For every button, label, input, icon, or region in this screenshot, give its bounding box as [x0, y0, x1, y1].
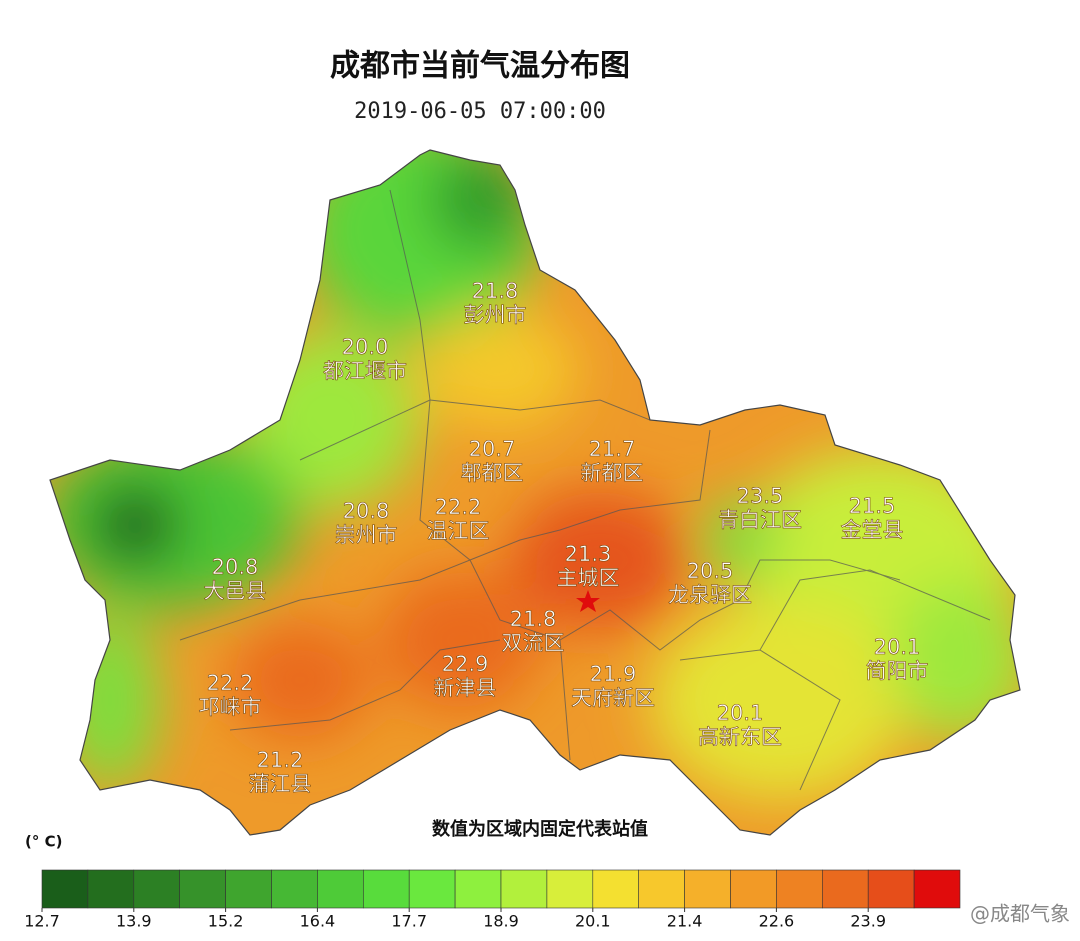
legend-cell: [133, 869, 181, 909]
district-value: 21.2: [257, 748, 304, 772]
legend-tick-label: 13.9: [116, 912, 152, 931]
district-value: 22.2: [435, 495, 482, 519]
district-value: 22.2: [207, 671, 254, 695]
legend-cell: [867, 869, 915, 909]
district-value: 20.7: [469, 437, 516, 461]
district-name: 青白江区: [718, 508, 802, 532]
legend-tick-label: 16.4: [300, 912, 336, 931]
legend-cell: [730, 869, 777, 909]
legend-tick-label: 12.7: [24, 912, 60, 931]
district-name: 彭州市: [464, 303, 527, 327]
district-value: 21.9: [590, 662, 637, 686]
legend-cell: [271, 869, 318, 909]
legend-cell: [225, 869, 272, 909]
legend-cell: [408, 869, 456, 909]
legend-cell: [362, 869, 410, 909]
legend-cell: [546, 869, 594, 909]
legend-tick-label: 22.6: [759, 912, 795, 931]
district-name: 高新东区: [698, 725, 782, 749]
legend-tick-label: 18.9: [483, 912, 519, 931]
district-name: 新都区: [581, 461, 644, 485]
district-value: 21.3: [565, 542, 612, 566]
watermark: @成都气象: [970, 902, 1070, 926]
legend-tick-label: 23.9: [850, 912, 886, 931]
district-name: 温江区: [427, 519, 490, 543]
note: 数值为区域内固定代表站值: [432, 818, 648, 840]
legend-cell: [684, 869, 731, 909]
legend-cell: [592, 869, 639, 909]
legend-cell: [913, 869, 961, 909]
district-value: 20.0: [342, 335, 389, 359]
legend-cell: [638, 869, 685, 909]
legend-cell: [41, 869, 89, 909]
district-name: 主城区: [557, 566, 620, 590]
legend-cell: [776, 869, 823, 909]
district-name: 龙泉驿区: [668, 583, 752, 607]
district-name: 双流区: [502, 631, 565, 655]
legend-tick-label: 21.4: [667, 912, 703, 931]
district-value: 20.5: [687, 559, 734, 583]
legend-cell: [454, 869, 502, 909]
district-value: 23.5: [737, 484, 784, 508]
district-value: 21.8: [472, 279, 519, 303]
district-value: 20.8: [212, 555, 259, 579]
district-name: 崇州市: [335, 523, 398, 547]
district-value: 20.1: [874, 635, 921, 659]
district-name: 邛崃市: [199, 695, 262, 719]
legend-cell: [179, 869, 226, 909]
legend-cell: [87, 869, 135, 909]
city-center-star: [576, 590, 600, 612]
district-value: 21.7: [589, 437, 636, 461]
district-value: 20.1: [717, 701, 764, 725]
timestamp: 2019-06-05 07:00:00: [354, 99, 606, 124]
unit: (° C): [25, 833, 62, 851]
legend-tick-label: 17.7: [391, 912, 427, 931]
legend-cell: [821, 869, 869, 909]
district-name: 郫都区: [461, 461, 524, 485]
district-name: 新津县: [434, 676, 497, 700]
district-name: 蒲江县: [249, 772, 312, 796]
legend-tick-label: 15.2: [208, 912, 244, 931]
legend-cell: [317, 869, 364, 909]
district-value: 22.9: [442, 652, 489, 676]
district-name: 都江堰市: [323, 359, 407, 383]
district-name: 简阳市: [866, 659, 929, 683]
district-name: 天府新区: [571, 686, 655, 710]
district-name: 大邑县: [204, 579, 267, 603]
legend-cell: [500, 869, 548, 909]
district-value: 21.8: [510, 607, 557, 631]
legend-tick-label: 20.1: [575, 912, 611, 931]
district-name: 金堂县: [841, 518, 904, 542]
temperature-field: [50, 150, 1020, 835]
district-value: 21.5: [849, 494, 896, 518]
district-value: 20.8: [343, 499, 390, 523]
map-title: 成都市当前气温分布图: [330, 49, 630, 84]
